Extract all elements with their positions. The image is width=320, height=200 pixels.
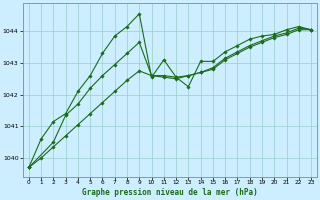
X-axis label: Graphe pression niveau de la mer (hPa): Graphe pression niveau de la mer (hPa) [82, 188, 258, 197]
